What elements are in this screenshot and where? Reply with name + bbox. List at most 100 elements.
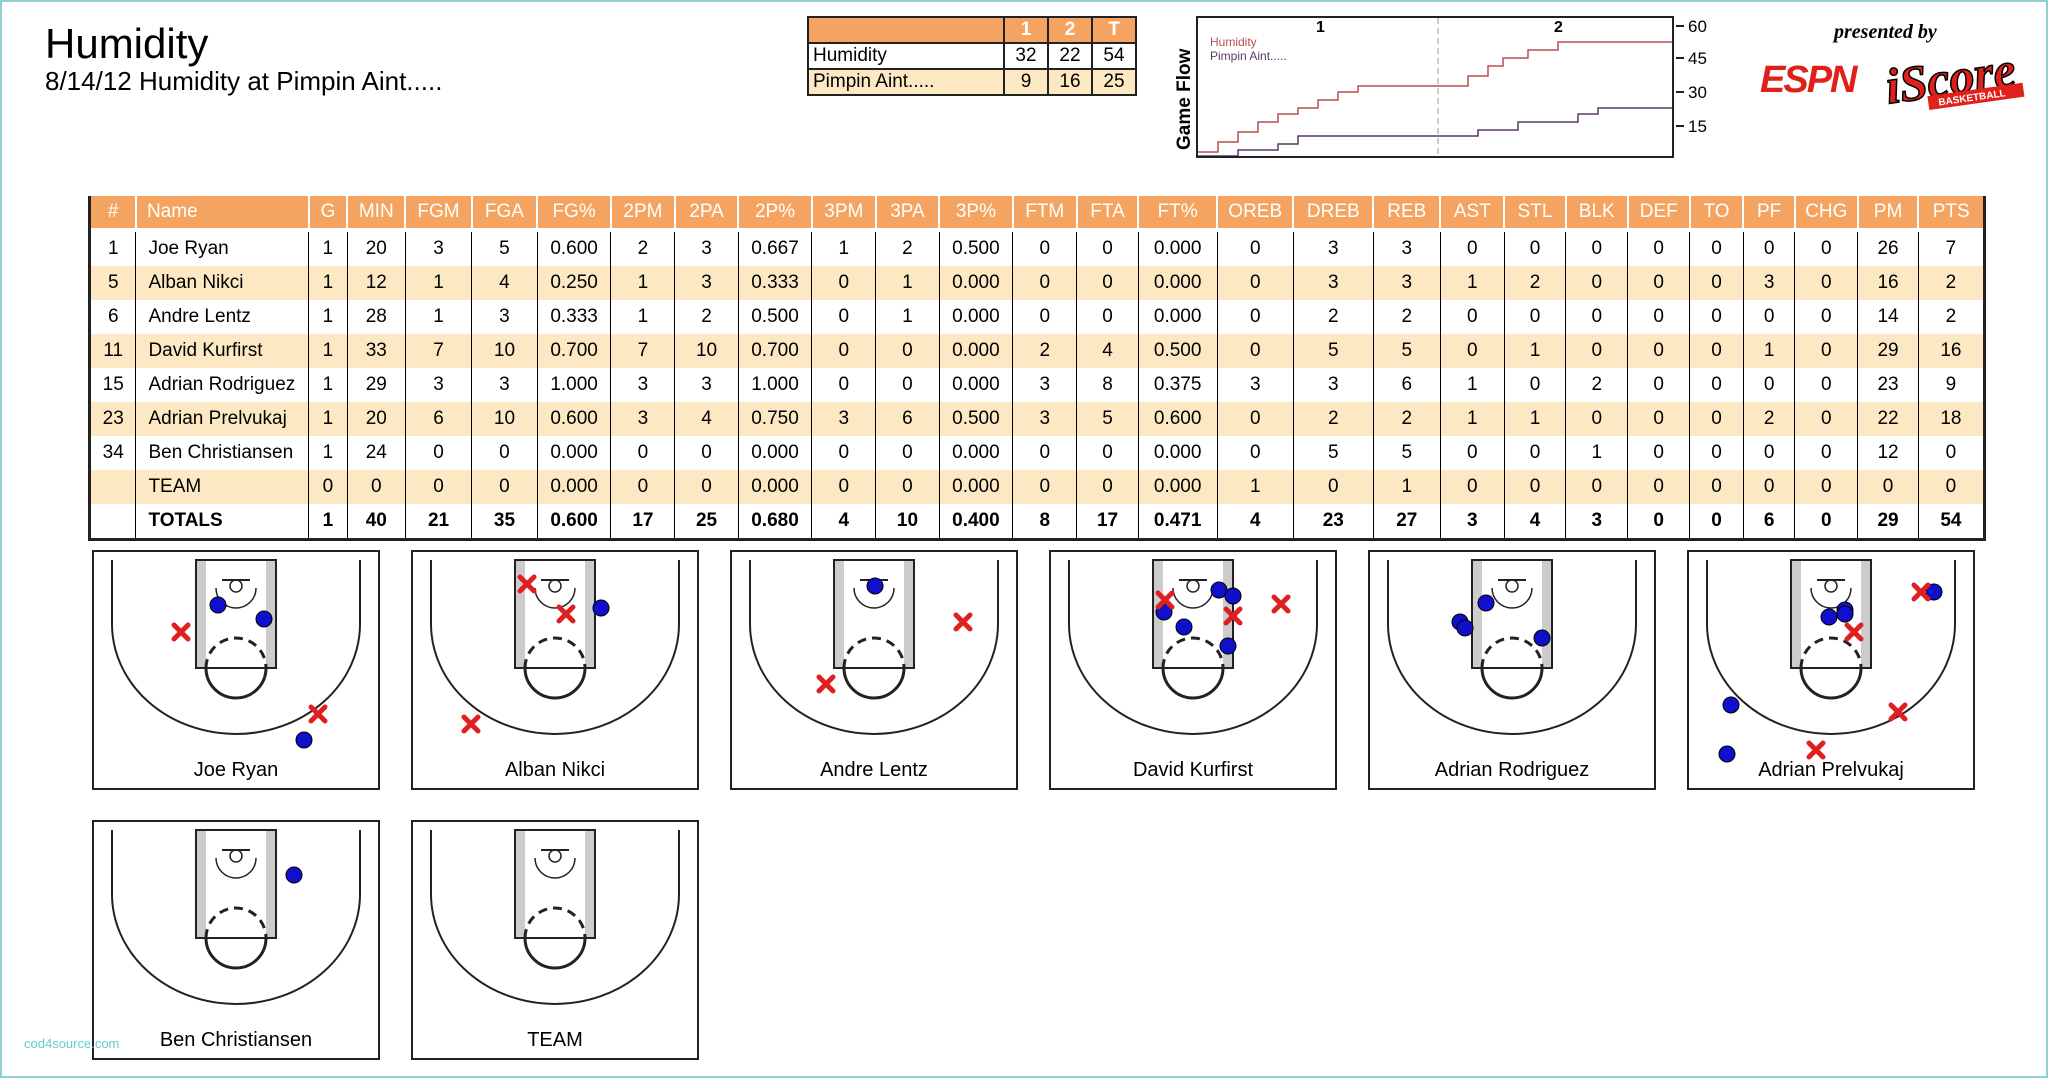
totals-cell: 17 bbox=[610, 504, 675, 541]
made-shot-marker bbox=[1477, 594, 1495, 612]
stat-cell: 1 bbox=[1503, 402, 1566, 436]
scoreboard-col-total: T bbox=[1091, 16, 1137, 44]
stat-cell: 4 bbox=[1076, 334, 1139, 368]
stat-cell: 0 bbox=[1689, 402, 1744, 436]
stat-cell: 0 bbox=[1439, 300, 1505, 334]
stat-cell: 6 bbox=[89, 300, 136, 334]
stat-cell: 16 bbox=[1917, 334, 1985, 368]
player-row: 15 Adrian Rodriguez 1 29 3 3 1.000 3 3 1.000 0 0 0.0… bbox=[89, 368, 1985, 402]
player-name-cell: David Kurfirst bbox=[135, 334, 309, 368]
court-diagram bbox=[1387, 559, 1637, 735]
stat-cell: 9 bbox=[1917, 368, 1985, 402]
stat-cell: 0 bbox=[1439, 232, 1505, 266]
stat-cell: 0 bbox=[875, 334, 940, 368]
stat-cell: 0.000 bbox=[938, 470, 1013, 504]
shot-chart-player-name: Adrian Rodriguez bbox=[1434, 759, 1590, 781]
scoreboard-total: 25 bbox=[1091, 68, 1137, 96]
stat-cell: 2 bbox=[610, 232, 675, 266]
stat-cell: 6 bbox=[875, 402, 940, 436]
totals-cell: 1 bbox=[308, 504, 348, 541]
stat-cell: 0 bbox=[1857, 470, 1919, 504]
stat-cell: 1 bbox=[308, 368, 348, 402]
shot-chart: Ben Christiansen bbox=[92, 820, 380, 1060]
shot-chart: Adrian Prelvukaj bbox=[1687, 550, 1975, 790]
box-col-header: BLK bbox=[1564, 196, 1628, 228]
stat-cell: 6 bbox=[404, 402, 472, 436]
stat-cell: 0.000 bbox=[1137, 232, 1217, 266]
stat-cell: 0 bbox=[1689, 232, 1744, 266]
game-flow-chart: 1 2 Humidity Pimpin Aint..... bbox=[1196, 16, 1674, 158]
stat-cell: 0.700 bbox=[536, 334, 611, 368]
game-flow-period-1: 1 bbox=[1316, 19, 1325, 36]
stat-cell: 2 bbox=[1565, 368, 1628, 402]
stat-cell: 3 bbox=[610, 368, 675, 402]
stat-cell: 0 bbox=[346, 470, 406, 504]
stat-cell: 3 bbox=[1012, 368, 1077, 402]
stat-cell: 0.000 bbox=[938, 334, 1013, 368]
stat-cell: 0 bbox=[1565, 266, 1628, 300]
stat-cell: 0.750 bbox=[737, 402, 812, 436]
shot-chart: Alban Nikci bbox=[411, 550, 699, 790]
scoreboard-q1: 32 bbox=[1003, 42, 1049, 70]
stat-cell: 0 bbox=[1439, 470, 1505, 504]
stat-cell: 2 bbox=[1292, 402, 1374, 436]
stat-cell: 3 bbox=[1292, 232, 1374, 266]
stat-cell: 16 bbox=[1857, 266, 1919, 300]
scoreboard-col-q1: 1 bbox=[1003, 16, 1049, 44]
stat-cell: 0 bbox=[811, 470, 876, 504]
stat-cell: 0 bbox=[1627, 266, 1690, 300]
made-shot-marker bbox=[1836, 605, 1854, 623]
stat-cell: 0 bbox=[1742, 368, 1795, 402]
stat-cell: 0.000 bbox=[938, 300, 1013, 334]
made-shot-marker bbox=[209, 596, 227, 614]
stat-cell: 3 bbox=[1372, 232, 1441, 266]
game-flow-tick: 60 bbox=[1688, 17, 1707, 36]
stat-cell: 0 bbox=[674, 436, 739, 470]
stat-cell: 0 bbox=[1689, 334, 1744, 368]
made-shot-marker bbox=[1224, 587, 1242, 605]
stat-cell: 0.000 bbox=[938, 266, 1013, 300]
stat-cell: 0 bbox=[1565, 470, 1628, 504]
stat-cell: 1.000 bbox=[536, 368, 611, 402]
made-shot-marker bbox=[866, 577, 884, 595]
stat-cell: 0.000 bbox=[1137, 436, 1217, 470]
player-name-cell: TEAM bbox=[135, 470, 309, 504]
player-name-cell: Joe Ryan bbox=[135, 232, 309, 266]
player-name-cell: Andre Lentz bbox=[135, 300, 309, 334]
totals-cell: 4 bbox=[811, 504, 876, 541]
shot-chart-player-name: TEAM bbox=[527, 1029, 583, 1051]
stat-cell: 1.000 bbox=[737, 368, 812, 402]
totals-cell: 0.400 bbox=[938, 504, 1013, 541]
stat-cell: 3 bbox=[404, 232, 472, 266]
box-col-header: 3PM bbox=[810, 196, 876, 228]
stat-cell: 2 bbox=[674, 300, 739, 334]
totals-cell: 0.600 bbox=[536, 504, 611, 541]
box-col-header: OREB bbox=[1215, 196, 1294, 228]
stat-cell: 2 bbox=[1012, 334, 1077, 368]
stat-cell: 2 bbox=[875, 232, 940, 266]
totals-cell bbox=[89, 504, 136, 541]
stat-cell: 1 bbox=[1565, 436, 1628, 470]
missed-shot-marker bbox=[461, 714, 481, 734]
stat-cell: 0 bbox=[811, 368, 876, 402]
stat-cell: 0 bbox=[404, 470, 472, 504]
box-col-header: FGA bbox=[470, 196, 538, 228]
stat-cell: 0.000 bbox=[1137, 470, 1217, 504]
court-diagram bbox=[111, 829, 361, 1005]
stat-cell: 0 bbox=[610, 470, 675, 504]
scoreboard-q1: 9 bbox=[1003, 68, 1049, 96]
stat-cell: 0 bbox=[1076, 232, 1139, 266]
game-flow-period-2: 2 bbox=[1554, 19, 1563, 36]
scoreboard-q2: 16 bbox=[1047, 68, 1093, 96]
stat-cell: 1 bbox=[404, 266, 472, 300]
game-flow-line-away bbox=[1198, 107, 1672, 156]
stat-cell: 0 bbox=[1794, 436, 1858, 470]
stat-cell: 0 bbox=[1292, 470, 1374, 504]
stat-cell: 0.500 bbox=[737, 300, 812, 334]
missed-shot-marker bbox=[1844, 622, 1864, 642]
missed-shot-marker bbox=[953, 612, 973, 632]
stat-cell: 0.500 bbox=[938, 402, 1013, 436]
stat-cell: 2 bbox=[1372, 300, 1441, 334]
stat-cell: 0.000 bbox=[938, 368, 1013, 402]
logo-tagline: presented by bbox=[1832, 21, 1937, 43]
